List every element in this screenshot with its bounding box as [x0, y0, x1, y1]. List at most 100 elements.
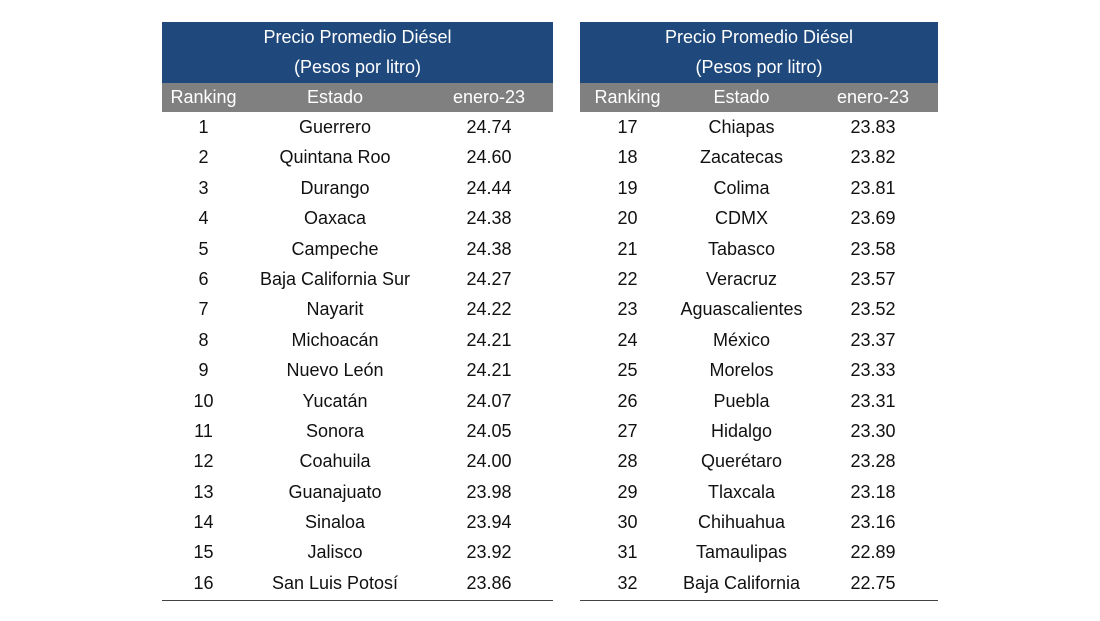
cell: 23.92 — [466, 542, 512, 563]
cell: 24.60 — [466, 147, 512, 168]
table: Precio Promedio Diésel (Pesos por litro) R… — [162, 22, 553, 602]
cell: 24.22 — [466, 299, 512, 320]
cell: 1 — [198, 117, 209, 137]
table-row: 28 Querétaro 23.28 — [580, 446, 938, 476]
cell: 23.31 — [850, 390, 896, 411]
table-row: 7 Nayarit 24.22 — [162, 294, 553, 324]
table-row: 18 Zacatecas 23.82 — [580, 142, 938, 172]
cell: 23.33 — [850, 360, 896, 381]
cell: Hidalgo — [710, 420, 773, 441]
table-row: 3 Durango 24.44 — [162, 173, 553, 203]
cell: México — [712, 329, 770, 350]
cell: 14 — [193, 512, 214, 533]
table-row: 5 Campeche 24.38 — [162, 234, 553, 264]
header-cell: Ranking — [170, 87, 237, 107]
cell: 23.86 — [466, 572, 512, 593]
cell: 17 — [617, 117, 638, 137]
cell: 21 — [617, 238, 638, 259]
cell: 23.30 — [850, 420, 896, 441]
cell: 24.21 — [466, 360, 512, 381]
cell: Chihuahua — [697, 512, 786, 533]
table-row: 22 Veracruz 23.57 — [580, 264, 938, 294]
cell: Oaxaca — [303, 208, 367, 229]
bottom-rule — [162, 600, 553, 602]
cell: 27 — [617, 420, 638, 441]
cell: 24.07 — [466, 390, 512, 411]
cell: Jalisco — [307, 542, 363, 563]
cell: Guerrero — [298, 117, 372, 137]
table-row: 11 Sonora 24.05 — [162, 416, 553, 446]
cell: Veracruz — [705, 268, 778, 289]
cell: 22.75 — [850, 572, 896, 593]
cell: CDMX — [715, 208, 768, 229]
cell: 31 — [617, 542, 638, 563]
header-cell: Ranking — [594, 87, 661, 107]
table-row: 10 Yucatán 24.07 — [162, 386, 553, 416]
cell: 23.81 — [850, 177, 896, 198]
table-row: 4 Oaxaca 24.38 — [162, 203, 553, 233]
title-line: (Pesos por litro) — [293, 57, 422, 77]
bottom-rule — [580, 600, 938, 602]
cell: 24.38 — [466, 238, 512, 259]
cell: Campeche — [291, 238, 379, 259]
cell: Aguascalientes — [680, 299, 803, 320]
cell: San Luis Potosí — [271, 572, 399, 593]
cell: 11 — [194, 420, 213, 441]
cell: Nuevo León — [286, 360, 384, 381]
cell: 23 — [617, 299, 638, 320]
cell: Zacatecas — [699, 147, 784, 168]
cell: 22.89 — [850, 542, 896, 563]
table-row: 12 Coahuila 24.00 — [162, 446, 553, 476]
cell: 7 — [198, 299, 209, 320]
table-row: 25 Morelos 23.33 — [580, 355, 938, 385]
table-row: 31 Tamaulipas 22.89 — [580, 537, 938, 567]
cell: 24.00 — [466, 451, 512, 472]
cell: 12 — [193, 451, 214, 472]
cell: 23.82 — [850, 147, 896, 168]
cell: 23.83 — [850, 117, 896, 137]
cell: 5 — [198, 238, 209, 259]
cell: Yucatán — [302, 390, 368, 411]
cell: 23.69 — [850, 208, 896, 229]
cell: 2 — [198, 147, 209, 168]
cell: Querétaro — [700, 451, 783, 472]
table-row: 15 Jalisco 23.92 — [162, 537, 553, 567]
cell: 26 — [617, 390, 638, 411]
table-row: 2 Quintana Roo 24.60 — [162, 142, 553, 172]
table-row: 8 Michoacán 24.21 — [162, 325, 553, 355]
cell: 9 — [198, 360, 209, 381]
cell: Colima — [713, 177, 770, 198]
table-row: 24 México 23.37 — [580, 325, 938, 355]
header-cell: Estado — [306, 87, 364, 107]
header-cell: Estado — [713, 87, 770, 107]
title-line: Precio Promedio Diésel — [263, 27, 452, 47]
cell: 13 — [193, 481, 214, 502]
cell: 23.94 — [466, 512, 512, 533]
cell: 10 — [193, 390, 214, 411]
header-cell: enero-23 — [452, 87, 526, 107]
table-row: 1 Guerrero 24.74 — [162, 112, 553, 142]
cell: 4 — [198, 208, 209, 229]
cell: 20 — [617, 208, 638, 229]
table-row: 19 Colima 23.81 — [580, 173, 938, 203]
table-row: 27 Hidalgo 23.30 — [580, 416, 938, 446]
cell: 19 — [617, 177, 638, 198]
cell: 3 — [198, 177, 209, 198]
cell: 25 — [617, 360, 638, 381]
table-row: 16 San Luis Potosí 23.86 — [162, 568, 553, 598]
table-row: 20 CDMX 23.69 — [580, 203, 938, 233]
title-line: (Pesos por litro) — [695, 57, 823, 77]
cell: Baja California — [682, 572, 801, 593]
header-row: Ranking Estado enero-23 — [580, 83, 938, 112]
cell: Coahuila — [299, 451, 371, 472]
cell: 23.16 — [850, 512, 896, 533]
cell: Sinaloa — [304, 512, 366, 533]
cell: Nayarit — [306, 299, 364, 320]
title-line: Precio Promedio Diésel — [664, 27, 854, 47]
cell: Tabasco — [707, 238, 776, 259]
table-row: 17 Chiapas 23.83 — [580, 112, 938, 142]
table: Precio Promedio Diésel (Pesos por litro) R… — [580, 22, 938, 602]
table-row: 26 Puebla 23.31 — [580, 386, 938, 416]
cell: 23.28 — [850, 451, 896, 472]
